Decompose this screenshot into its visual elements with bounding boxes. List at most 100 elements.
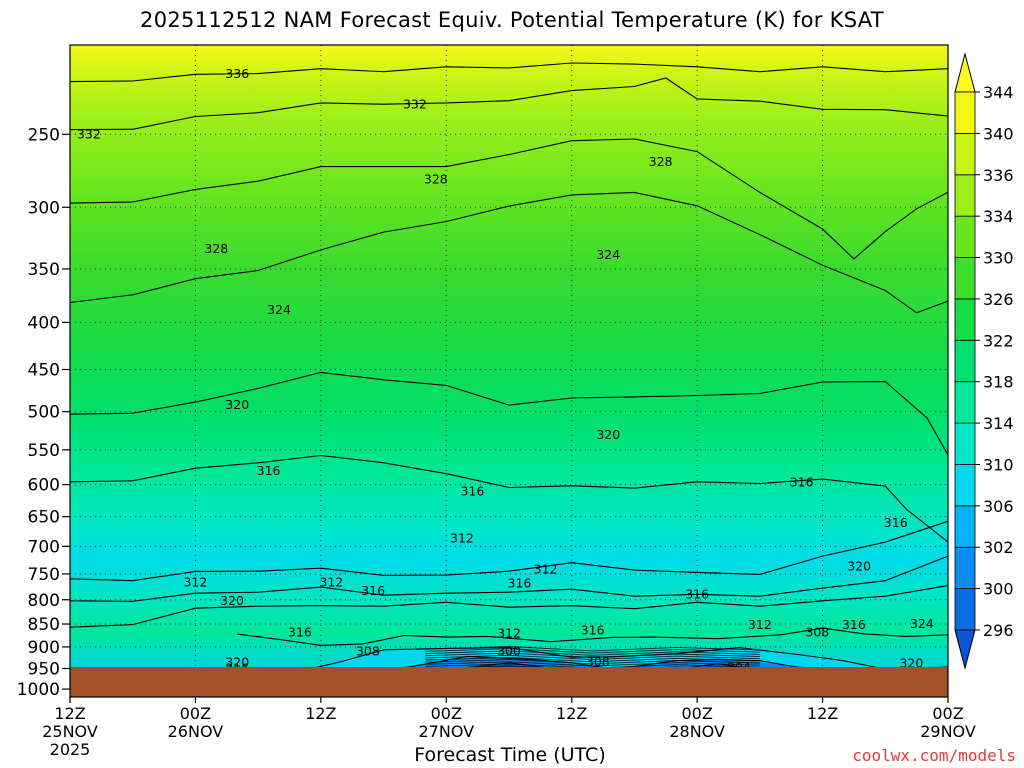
y-axis: 250 300 350 400 450 500 550 600 650 700 750 800 850 9… [17,125,70,700]
contour-dense-1 [425,648,760,654]
x-axis-label: Forecast Time (UTC) [414,744,606,766]
contour-dense-2 [425,650,760,656]
x-tick-label: 28NOV [669,722,725,741]
contour-dense-9 [460,665,695,667]
contour-dense-3 [425,652,760,658]
ground-surface [70,667,948,697]
colorbar-label: 340 [983,124,1014,143]
x-tick-label: 00Z [180,704,211,723]
x-tick-label: 12Z [305,704,336,723]
colorbar-bin [954,298,976,341]
colorbar-bin [954,546,976,590]
x-tick-label: 00Z [681,704,712,723]
colorbar-bin [954,91,976,134]
y-tick-label: 450 [28,361,60,381]
colorbar-bin [954,505,976,548]
contour-320-4 [70,371,948,456]
contour-label: 308 [805,624,829,639]
colorbar-bin [954,132,976,176]
contour-label: 316 [460,483,484,498]
contour-label: 328 [649,154,673,169]
x-tick-label: 00Z [431,704,462,723]
contour-label: 328 [204,241,228,256]
plot-frame [69,44,949,698]
colorbar-bin [954,174,976,217]
contour-label: 316 [288,624,312,639]
y-tick-label: 1000 [17,680,60,700]
contour-label: 324 [596,247,620,262]
x-tick-label: 2025 [50,740,91,759]
colorbar-label: 318 [983,373,1014,392]
contour-label: 316 [685,587,709,602]
contour-label: 328 [424,172,448,187]
contour-332-1 [70,77,948,131]
contour-label: 324 [910,616,934,631]
contour-320-8 [70,585,948,628]
contour-316-5 [70,454,948,543]
y-tick-label: 700 [28,537,60,557]
contour-label: 316 [361,583,385,598]
x-tick-label: 12Z [54,704,85,723]
contour-312-6 [70,520,948,582]
contour-label: 320 [899,655,923,670]
contour-label: 312 [534,562,558,577]
contour-label: 308 [356,643,380,658]
x-tick-label: 12Z [556,704,587,723]
x-tick-label: 26NOV [168,722,224,741]
y-tick-label: 550 [28,441,60,461]
colorbar: 296 300 302 306 310 314 318 322 326 330 334 336 340 3… [954,52,1014,670]
y-tick-label: 500 [28,403,60,423]
contour-336-0 [70,62,948,83]
contour-label: 316 [842,617,866,632]
y-tick-label: 400 [28,313,60,333]
contour-316-7 [70,555,948,602]
contour-lines [70,62,948,667]
y-tick-label: 850 [28,615,60,635]
colorbar-label: 310 [983,455,1014,474]
contour-label: 312 [748,617,772,632]
contour-label: 312 [183,574,207,589]
contour-label: 308 [586,654,610,669]
contour-dense-7 [425,661,760,667]
colorbar-bottom-arrow [954,629,976,670]
colorbar-label: 334 [983,207,1014,226]
contour-label: 316 [790,475,814,490]
colorbar-label: 302 [983,538,1014,557]
contour-label: 324 [267,302,291,317]
contour-label: 332 [77,126,101,141]
y-tick-label: 250 [28,125,60,145]
colorbar-bin [954,257,976,300]
contour-dense-6 [425,659,760,665]
contour-label: 316 [257,463,281,478]
contour-label: 316 [884,515,908,530]
colorbar-label: 330 [983,249,1014,268]
y-tick-label: 750 [28,565,60,585]
colorbar-bin [954,381,976,424]
x-tick-label: 25NOV [42,722,98,741]
contour-label: 312 [450,530,474,545]
contour-label: 312 [497,625,521,640]
contour-dense-8 [425,663,760,667]
colorbar-bin [954,588,976,631]
y-tick-label: 900 [28,638,60,658]
contour-dense-5 [425,656,760,663]
contour-label: 300 [497,643,521,658]
colorbar-top-arrow [954,52,976,93]
contour-dense-4 [425,654,760,661]
colorbar-bin [954,464,976,507]
x-tick-label: 12Z [807,704,838,723]
contour-312-9 [237,627,948,646]
colorbar-bin [954,339,976,383]
y-tick-label: 300 [28,198,60,218]
colorbar-label: 300 [983,580,1014,599]
contour-328-2 [70,138,948,260]
contour-label: 320 [847,558,871,573]
y-tick-label: 800 [28,591,60,611]
x-tick-label: 27NOV [418,722,474,741]
colorbar-label: 336 [983,166,1014,185]
contour-label: 320 [225,655,249,670]
contour-304-11 [406,655,800,667]
